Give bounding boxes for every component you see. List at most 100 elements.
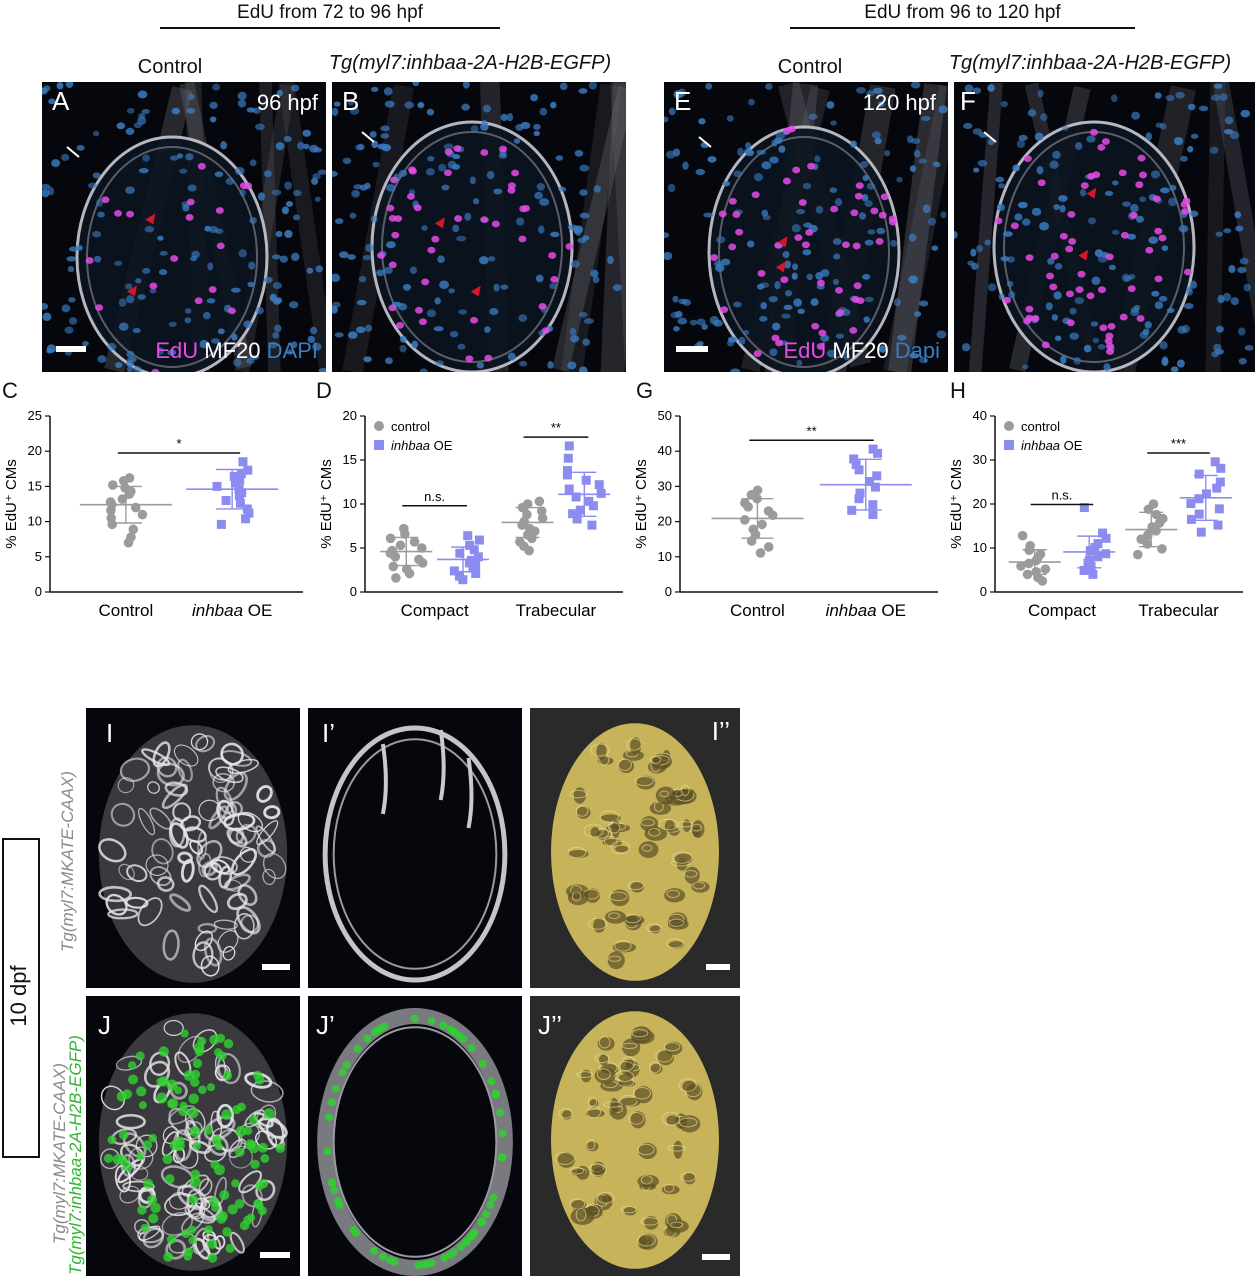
dapi-nucleus [910,137,921,144]
dapi-nucleus [1031,207,1042,216]
edu-nucleus [854,192,863,200]
edu-nucleus [126,210,135,218]
data-point-oe [563,453,573,463]
surface-highlight [567,846,587,859]
dapi-nucleus [815,205,824,214]
edu-nucleus [1065,245,1074,253]
dapi-nucleus [1239,257,1249,265]
trabecular-mesh [201,860,218,877]
dapi-nucleus [287,349,294,355]
surface-pit [570,1207,595,1225]
dapi-nucleus [896,176,903,183]
dapi-nucleus [592,276,600,284]
gfp-nucleus [166,1234,176,1244]
dapi-nucleus [481,119,488,127]
edu-nucleus [1104,337,1113,345]
gfp-nucleus [325,1113,334,1122]
dapi-nucleus [125,127,135,136]
gfp-nucleus [234,1198,245,1209]
dapi-nucleus [309,326,318,335]
edu-nucleus [1105,342,1114,350]
dapi-nucleus [493,188,503,195]
scale-bar-J2 [702,1254,730,1260]
gfp-nucleus [167,1099,176,1109]
surface-pit [596,743,607,760]
surface-pit [602,1195,613,1204]
dapi-nucleus [1022,218,1031,226]
gfp-nucleus [116,1091,128,1102]
dapi-nucleus [1006,280,1014,288]
trabecular-mesh [208,1134,229,1156]
dapi-nucleus [92,172,101,179]
gfp-nucleus [164,1174,175,1184]
surface-highlight [596,1191,615,1204]
edu-nucleus [1154,275,1163,283]
dapi-nucleus [93,255,102,263]
edu-nucleus [151,368,160,372]
edu-nucleus [1105,253,1114,261]
dapi-nucleus [296,141,305,150]
data-point-oe [854,465,864,475]
edu-nucleus [1059,232,1068,240]
gfp-nucleus [227,1204,238,1215]
gfp-nucleus [118,1129,129,1140]
surface-highlight [588,917,608,930]
surface-highlight [640,818,655,827]
surface-highlight [663,1183,675,1193]
dapi-nucleus [814,155,821,163]
dapi-nucleus [149,288,157,294]
dapi-nucleus [593,185,601,193]
dapi-nucleus [478,256,489,265]
data-point-control [117,494,128,504]
dapi-nucleus [918,357,929,364]
dapi-nucleus [1130,306,1139,313]
edu-nucleus [1119,313,1128,321]
dapi-nucleus [670,311,680,319]
dapi-nucleus [426,108,435,116]
edu-nucleus [386,204,395,212]
panel-label-I1: I’ [322,718,335,748]
edu-nucleus [484,354,493,362]
data-point-control [123,537,134,548]
data-point-control [1017,530,1028,541]
data-point-oe [1194,509,1204,519]
title-transgenic-left-text: Tg(myl7:inhbaa-2A-H2B-EGFP) [328,52,612,74]
micrograph-I-image [98,725,288,983]
dapi-nucleus [746,240,755,248]
dapi-nucleus [272,332,280,339]
dapi-nucleus [1053,204,1061,210]
edu-nucleus [413,204,422,212]
dapi-nucleus [879,345,887,353]
dapi-nucleus [212,83,221,91]
dapi-nucleus [909,352,920,359]
surface-highlight [628,1111,645,1125]
dapi-nucleus [141,108,150,115]
gfp-nucleus [190,1176,201,1188]
dapi-nucleus [349,107,360,115]
gfp-nucleus [136,1086,147,1097]
dapi-nucleus [1008,291,1016,299]
dapi-nucleus [133,365,142,372]
trabecular-mesh [189,839,204,855]
data-point-control [527,533,537,544]
surface-highlight [599,810,620,823]
surface-highlight [667,1144,686,1152]
gfp-nucleus [223,1038,234,1049]
surface-highlight [641,844,653,852]
dapi-nucleus [1069,332,1080,340]
dapi-nucleus [332,170,338,177]
data-point-oe [229,472,239,482]
gfp-nucleus [243,1215,253,1225]
gfp-nucleus [103,1153,114,1163]
edu-nucleus [538,302,547,310]
dapi-nucleus [399,335,407,343]
dapi-nucleus [199,339,209,349]
dapi-nucleus [96,198,103,207]
trabecular-mesh [210,856,238,875]
significance-label: *** [1171,436,1186,451]
dapi-nucleus [61,304,71,313]
arrowhead-marker [126,285,137,297]
data-point-oe [1098,528,1108,538]
y-tick-label: 40 [658,443,672,458]
dapi-nucleus [380,125,390,132]
